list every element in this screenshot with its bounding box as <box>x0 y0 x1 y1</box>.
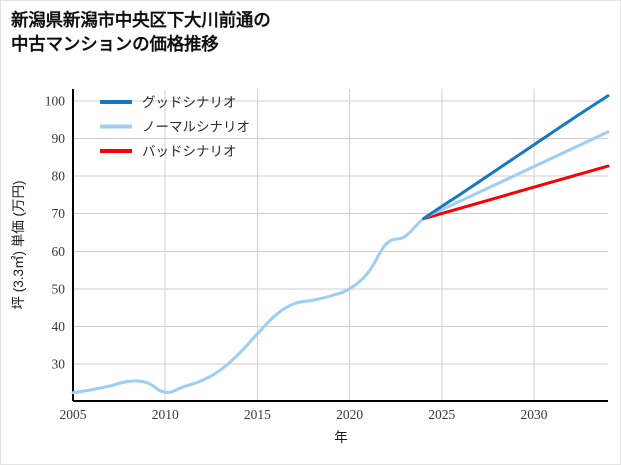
chart-title: 新潟県新潟市中央区下大川前通の 中古マンションの価格推移 <box>11 10 271 54</box>
y-tick-label: 50 <box>52 281 66 296</box>
x-tick-label: 2015 <box>244 407 271 422</box>
legend-label: グッドシナリオ <box>142 95 237 110</box>
y-axis-title: 坪 (3.3㎡) 単価 (万円) <box>11 180 26 309</box>
y-tick-label: 80 <box>52 169 66 184</box>
y-tick-label: 60 <box>52 244 66 259</box>
y-axis-tick-labels: 100 90 80 70 60 50 40 30 <box>45 94 66 372</box>
legend-label: バッドシナリオ <box>142 144 237 159</box>
gridlines <box>72 89 608 401</box>
x-tick-label: 2020 <box>336 407 363 422</box>
x-tick-label: 2030 <box>521 407 548 422</box>
series-line <box>422 94 610 221</box>
data-series-group <box>71 94 610 395</box>
y-tick-label: 100 <box>45 94 66 109</box>
x-tick-label: 2005 <box>60 407 87 422</box>
x-tick-label: 2025 <box>428 407 455 422</box>
y-tick-label: 40 <box>52 319 66 334</box>
x-tick-label: 2010 <box>152 407 179 422</box>
series-line <box>422 164 610 221</box>
x-axis-tick-labels: 2005 2010 2015 2020 2025 2030 <box>60 407 548 422</box>
y-tick-label: 30 <box>52 357 66 372</box>
legend-label: ノーマルシナリオ <box>142 120 250 135</box>
y-tick-label: 90 <box>52 131 66 146</box>
y-tick-label: 70 <box>52 206 66 221</box>
x-axis-title: 年 <box>334 430 348 445</box>
axis-lines <box>72 89 608 402</box>
series-line <box>71 130 610 395</box>
